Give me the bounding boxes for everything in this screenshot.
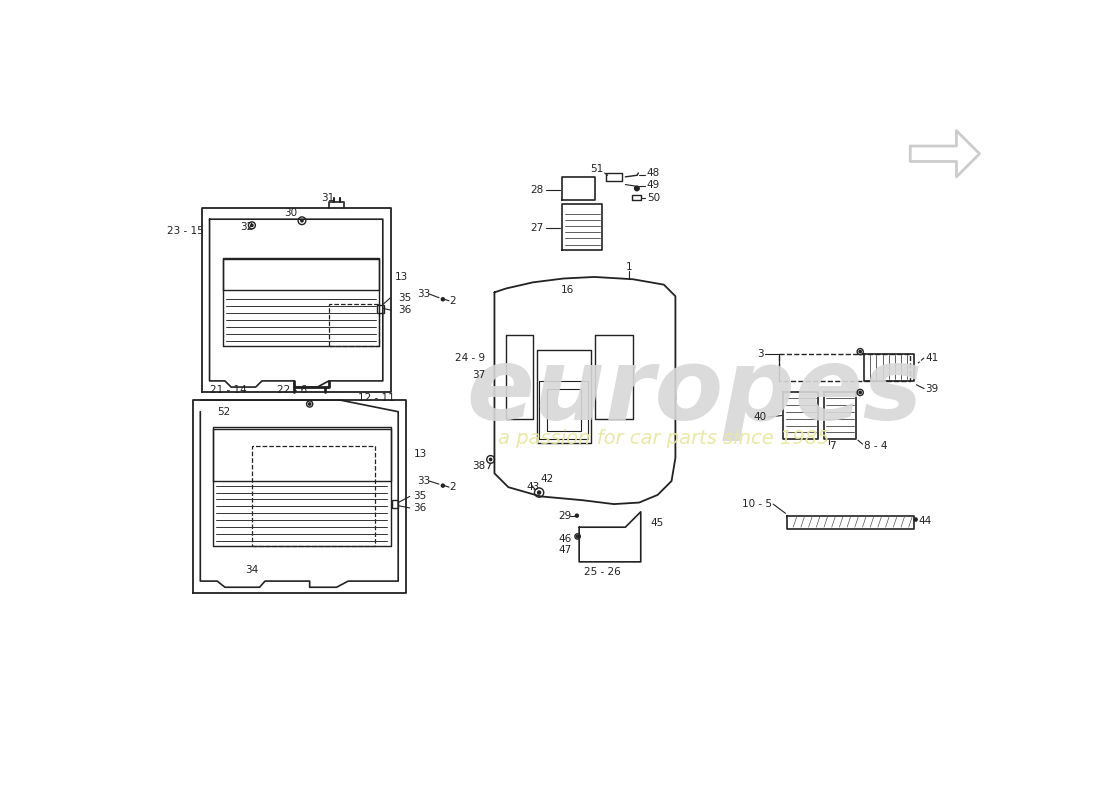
Circle shape [300, 219, 304, 222]
Circle shape [859, 391, 861, 394]
Text: 30: 30 [284, 208, 297, 218]
Text: 32: 32 [240, 222, 253, 232]
Text: 43: 43 [526, 482, 540, 492]
Text: 48: 48 [647, 168, 660, 178]
Circle shape [859, 350, 861, 353]
Bar [329, 304, 378, 346]
Text: 10 - 5: 10 - 5 [741, 499, 772, 509]
Text: 12 - 11: 12 - 11 [358, 393, 395, 403]
Text: 47: 47 [558, 546, 572, 555]
Text: 24 - 9: 24 - 9 [455, 353, 485, 363]
Circle shape [308, 403, 311, 405]
Text: 39: 39 [926, 383, 939, 394]
Text: 21 - 14: 21 - 14 [209, 385, 246, 395]
Text: 25 - 26: 25 - 26 [584, 567, 620, 577]
Text: 38: 38 [472, 461, 485, 470]
FancyBboxPatch shape [392, 500, 398, 508]
Text: 7: 7 [829, 442, 836, 451]
Text: 51: 51 [590, 164, 603, 174]
Circle shape [490, 458, 492, 461]
Text: 33: 33 [417, 289, 430, 299]
Text: 8 - 4: 8 - 4 [865, 442, 888, 451]
Text: 49: 49 [647, 179, 660, 190]
Text: 36: 36 [398, 305, 411, 315]
Bar [252, 446, 375, 546]
Circle shape [575, 514, 579, 517]
Circle shape [251, 224, 253, 226]
Circle shape [914, 518, 917, 521]
Text: 36: 36 [414, 503, 427, 513]
Text: 33: 33 [417, 476, 430, 486]
Text: 28: 28 [530, 185, 543, 195]
Text: 16: 16 [561, 285, 574, 295]
Text: 34: 34 [245, 565, 258, 574]
Text: 41: 41 [926, 353, 939, 363]
Text: 31: 31 [321, 193, 334, 202]
Text: 2: 2 [449, 296, 455, 306]
Text: 22 - 6: 22 - 6 [277, 385, 307, 395]
Text: 35: 35 [398, 293, 411, 302]
Circle shape [441, 484, 444, 487]
Text: 35: 35 [414, 491, 427, 502]
Text: 37: 37 [472, 370, 485, 380]
Text: 29: 29 [558, 510, 572, 521]
Text: 13: 13 [414, 449, 427, 459]
Text: 27: 27 [530, 223, 543, 234]
Text: 13: 13 [395, 272, 408, 282]
Circle shape [538, 491, 541, 494]
Text: 52: 52 [218, 406, 231, 417]
Text: 44: 44 [917, 516, 932, 526]
Text: 2: 2 [449, 482, 455, 492]
Text: 23 - 15: 23 - 15 [166, 226, 204, 236]
Text: 46: 46 [558, 534, 572, 544]
Circle shape [441, 298, 444, 301]
Text: 50: 50 [647, 193, 660, 202]
Text: 40: 40 [754, 412, 767, 422]
FancyBboxPatch shape [377, 306, 384, 313]
Text: 42: 42 [540, 474, 553, 484]
Text: europes: europes [466, 344, 923, 441]
Text: 1: 1 [626, 262, 632, 272]
Circle shape [576, 535, 579, 538]
Text: a passion for car parts since 1985: a passion for car parts since 1985 [498, 429, 829, 448]
Text: 45: 45 [650, 518, 663, 528]
Circle shape [635, 186, 639, 190]
Text: 3: 3 [757, 349, 763, 359]
